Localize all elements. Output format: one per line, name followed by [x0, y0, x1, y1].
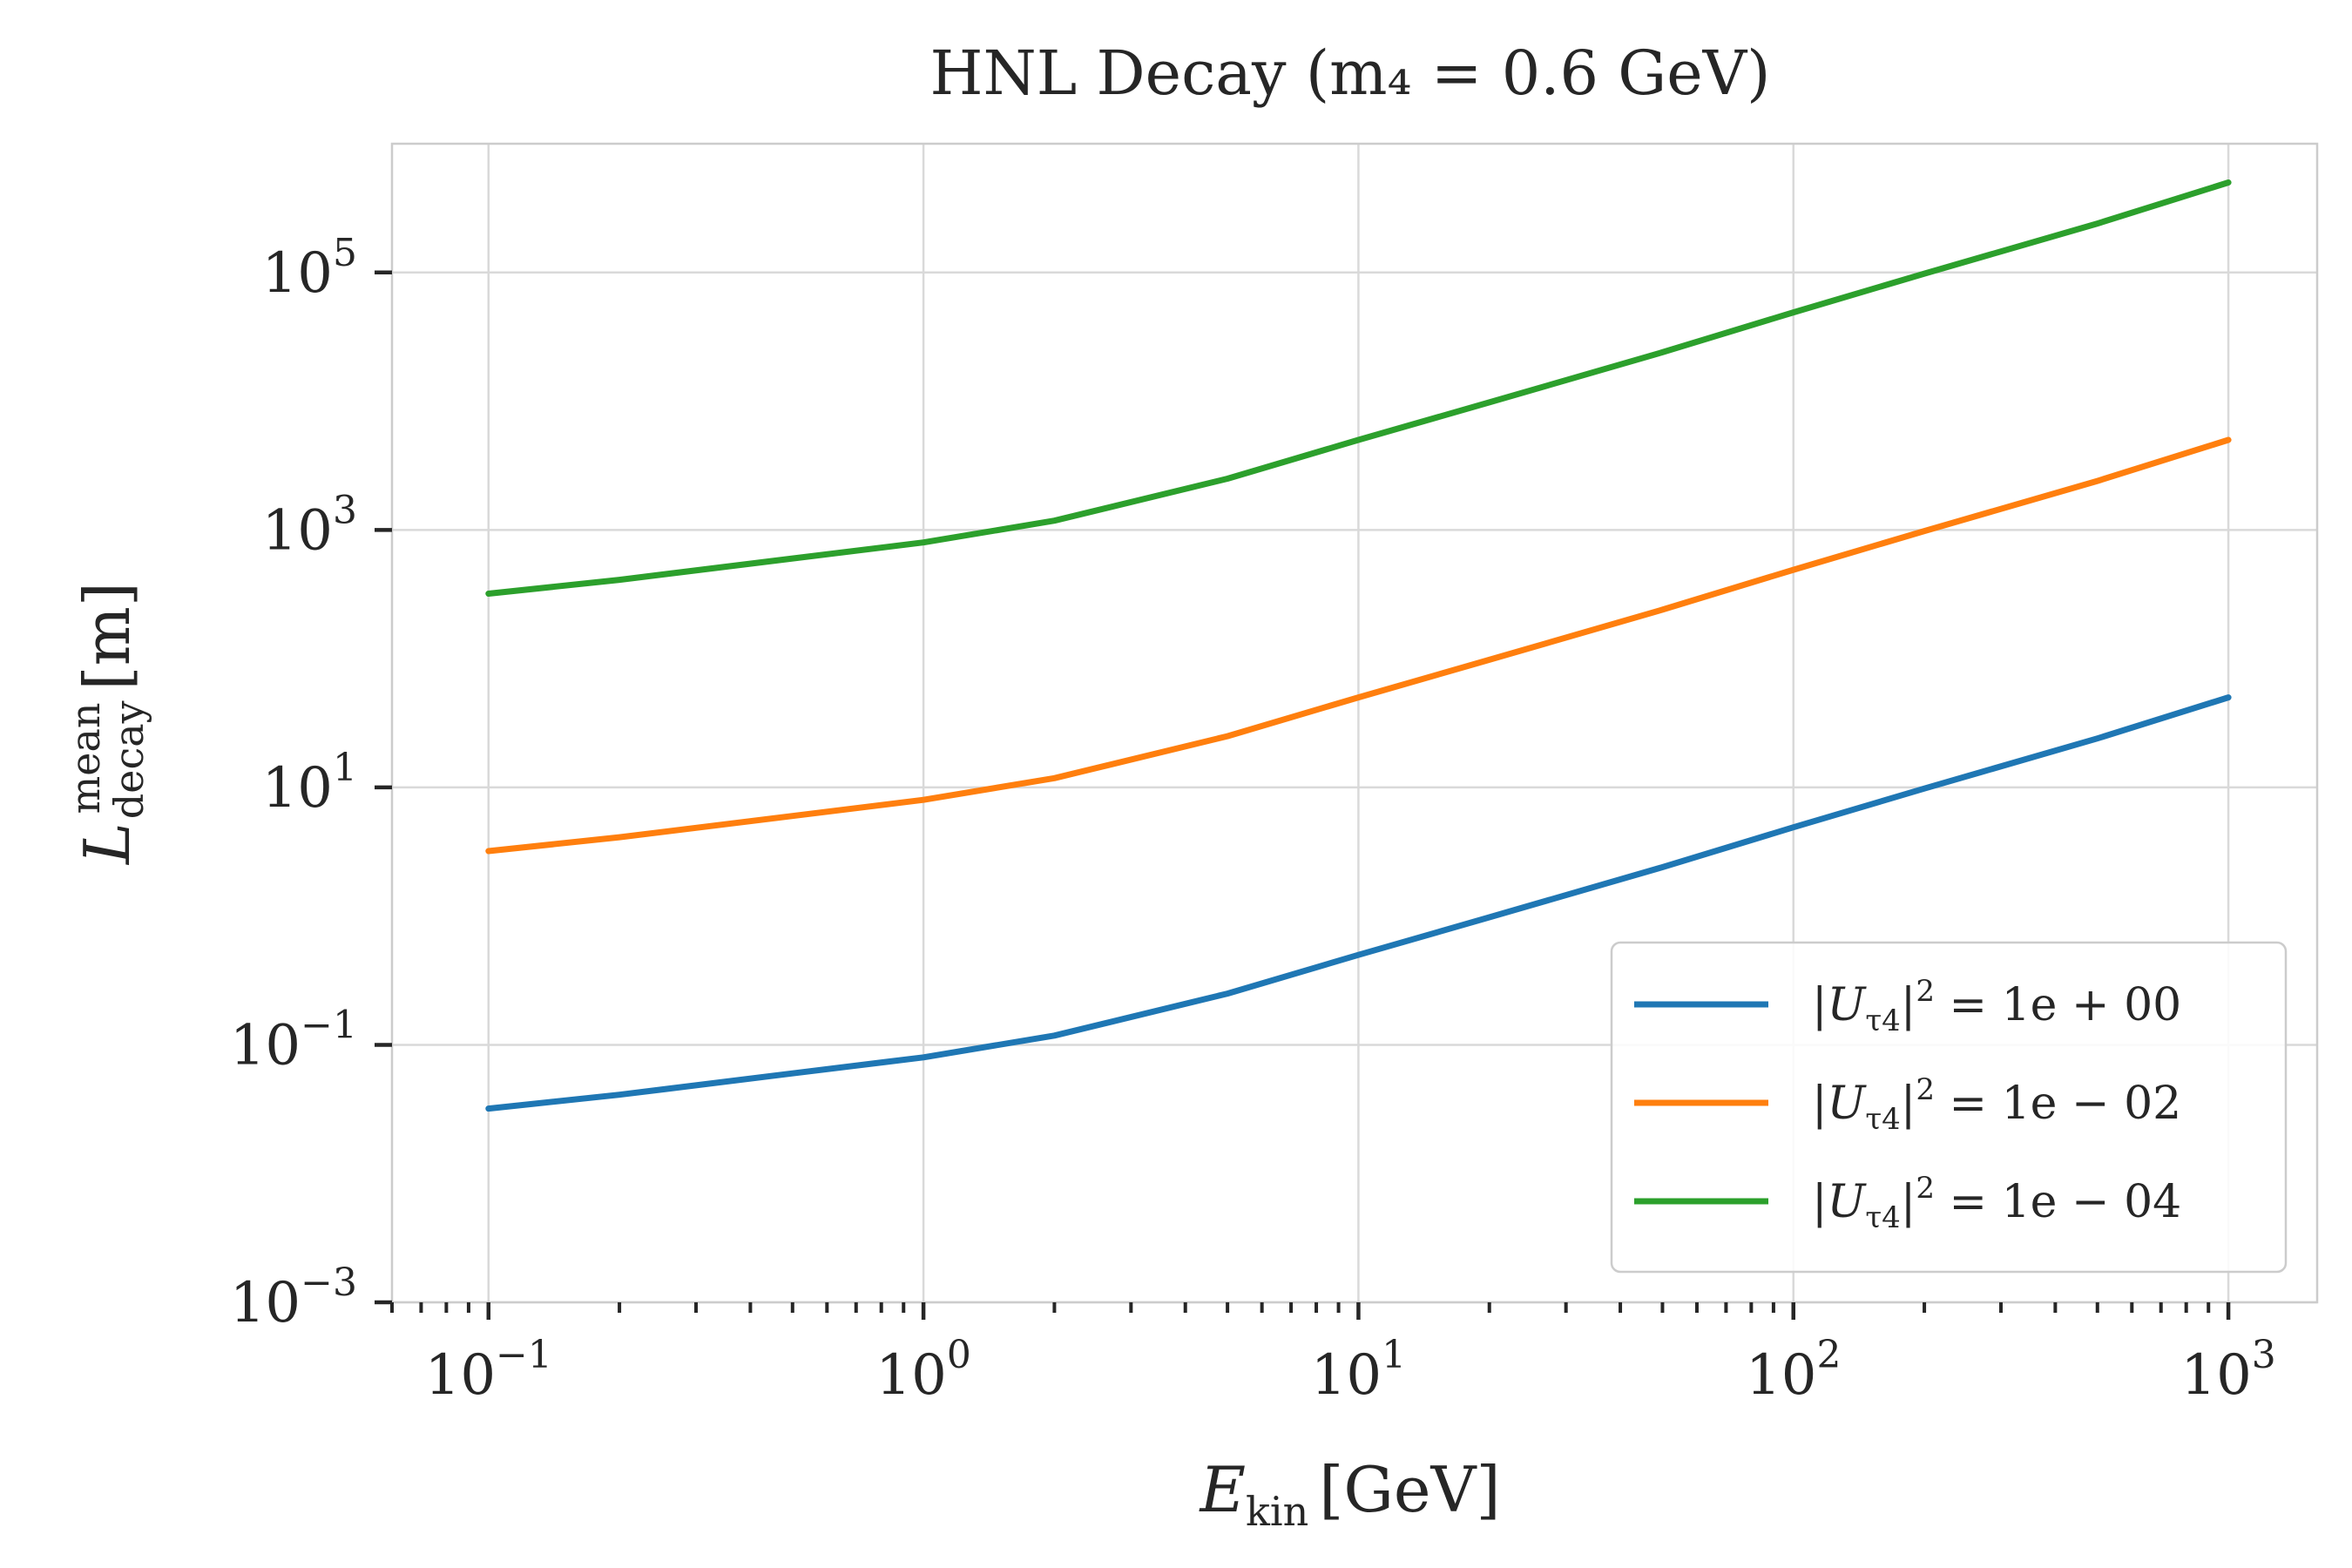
y-ticks: 10−3 10−1 101 103 105: [230, 231, 392, 1335]
plot-frame: [390, 142, 2319, 1304]
legend-box: [1610, 941, 2288, 1274]
legend: |Uτ4|2 = 1e + 00 |Uτ4|2 = 1e − 02 |Uτ4|2 =…: [1610, 941, 2288, 1274]
x-ticks: 10−1 100 101 102 103: [425, 1302, 2276, 1408]
legend-label-3: |Uτ4|2 = 1e − 04: [1812, 1171, 2181, 1235]
series-line-2: [485, 436, 2232, 855]
minor-ticks: [390, 1302, 2211, 1313]
chart-title: HNL Decay (m₄ = 0.6 GeV): [930, 37, 1771, 109]
x-tick-label: 102: [1746, 1333, 1841, 1408]
legend-label-1: |Uτ4|2 = 1e + 00: [1812, 974, 2181, 1038]
y-tick-label: 103: [262, 488, 357, 563]
series-line-3: [485, 179, 2232, 597]
x-tick-label: 101: [1311, 1333, 1406, 1408]
y-axis-label: Ldecaymean[m]: [62, 582, 152, 866]
y-tick-label: 10−1: [230, 1003, 357, 1078]
series-line-1: [485, 694, 2232, 1112]
y-tick-label: 10−3: [230, 1260, 357, 1335]
x-axis-label: Ekin [GeV]: [1198, 1453, 1500, 1535]
x-tick-label: 103: [2180, 1333, 2275, 1408]
x-tick-label: 10−1: [425, 1333, 552, 1408]
y-tick-label: 105: [262, 231, 357, 306]
legend-label-2: |Uτ4|2 = 1e − 02: [1812, 1072, 2181, 1137]
x-tick-label: 100: [875, 1333, 970, 1408]
series-lines: [485, 179, 2232, 1112]
y-tick-label: 101: [262, 746, 357, 821]
